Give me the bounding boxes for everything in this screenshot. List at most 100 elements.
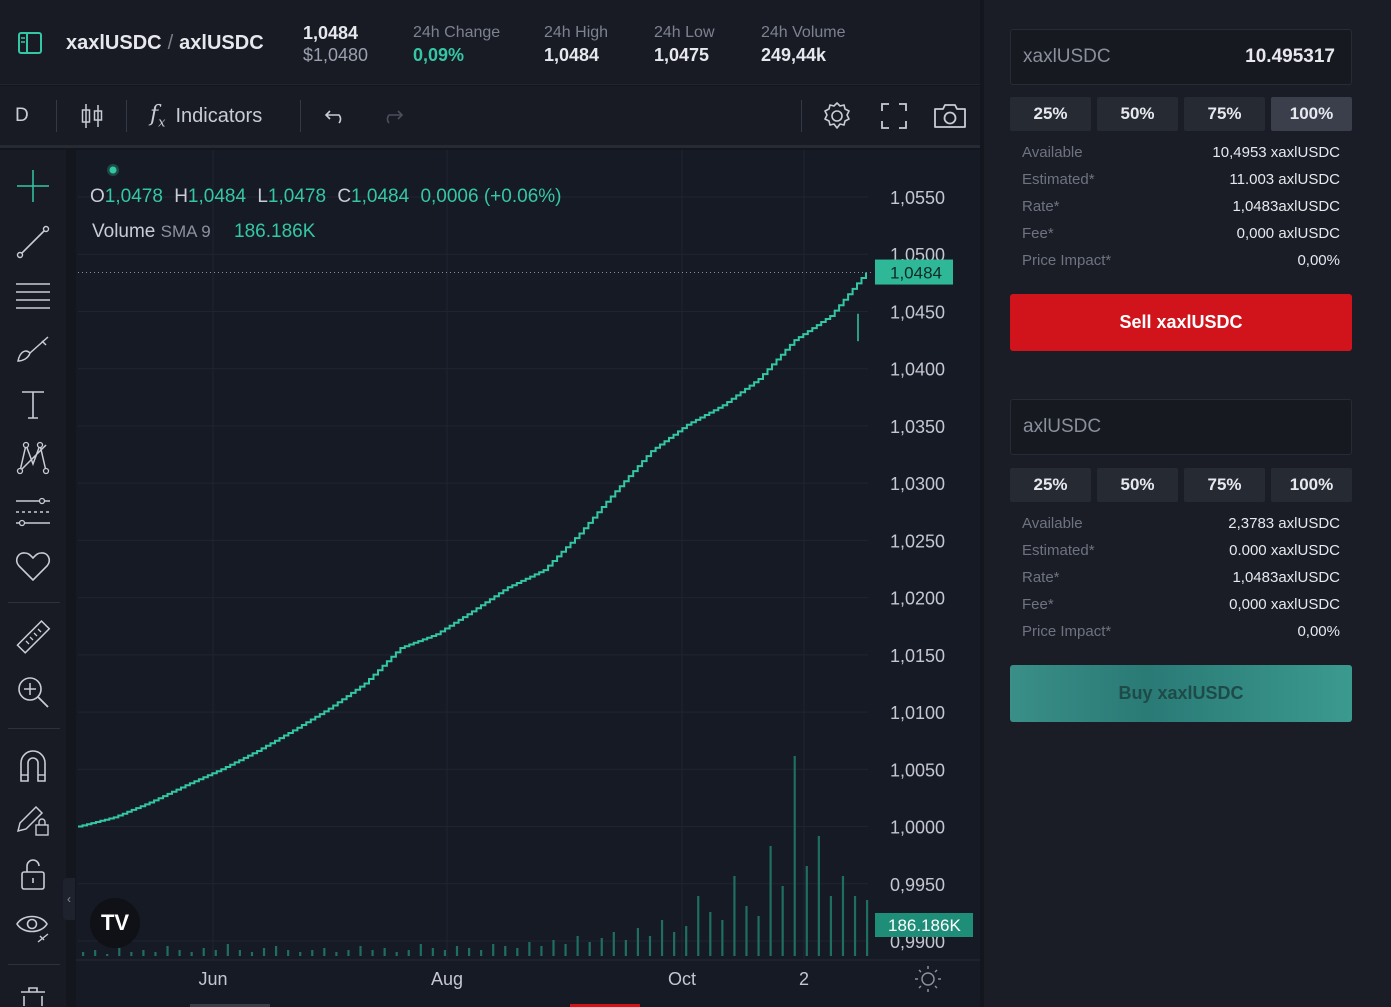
quote-token: axlUSDC	[179, 32, 264, 54]
sell-100-button[interactable]: 100%	[1271, 97, 1352, 131]
sidebar-toggle-icon[interactable]	[18, 32, 42, 54]
info-row: Available 2,3783 axlUSDC	[1022, 510, 1340, 537]
buy-100-button[interactable]: 100%	[1271, 468, 1352, 502]
stat-value: 1,0484	[544, 45, 600, 65]
volume-bar	[528, 942, 531, 956]
tradingview-logo[interactable]: TV	[90, 898, 140, 948]
volume-bar	[817, 836, 820, 956]
low-label: L	[257, 186, 268, 207]
interval-button[interactable]: D	[15, 105, 29, 126]
chart-type-button[interactable]	[80, 86, 104, 146]
crosshair-icon	[17, 170, 49, 202]
sell-amount-field[interactable]: xaxlUSDC 10.495317	[1010, 29, 1352, 85]
toolbar-divider	[300, 100, 301, 132]
fib-tool[interactable]	[13, 276, 53, 316]
high-stat: 24h High 1,0484	[544, 22, 608, 66]
x-tick-label: Aug	[431, 969, 463, 989]
text-tool[interactable]	[13, 384, 53, 424]
info-row: Fee* 0,000 axlUSDC	[1022, 220, 1340, 247]
high-value: 1,0484	[187, 186, 247, 207]
volume-bar	[600, 938, 603, 956]
sell-amount-value[interactable]: 10.495317	[1245, 46, 1335, 67]
buy-75-button[interactable]: 75%	[1184, 468, 1265, 502]
visibility-tool[interactable]	[13, 908, 53, 948]
volume-bar	[106, 954, 109, 956]
buy-amount-field[interactable]: axlUSDC	[1010, 399, 1352, 455]
brush-tool[interactable]	[13, 330, 53, 370]
volume-bar	[202, 948, 205, 956]
undo-button[interactable]	[324, 86, 348, 146]
magnet-tool[interactable]	[13, 746, 53, 786]
delete-tool[interactable]	[13, 976, 53, 1006]
info-row: Estimated* 0.000 xaxlUSDC	[1022, 537, 1340, 564]
sell-25-button[interactable]: 25%	[1010, 97, 1091, 131]
info-key: Rate*	[1022, 198, 1060, 215]
volume-bar	[769, 846, 772, 956]
crosshair-tool[interactable]	[13, 166, 53, 206]
lock-drawings-tool[interactable]	[13, 800, 53, 840]
info-row: Available 10,4953 xaxlUSDC	[1022, 139, 1340, 166]
unlock-tool[interactable]	[13, 854, 53, 894]
settings-button[interactable]	[821, 86, 853, 146]
info-key: Estimated*	[1022, 542, 1095, 559]
volume-bar	[431, 948, 434, 956]
volume-bar	[166, 946, 169, 956]
volume-bar	[311, 950, 314, 956]
close-value: 1,0484	[351, 186, 410, 207]
y-tick-label: 0,9950	[890, 875, 945, 895]
volume-bar	[829, 896, 833, 956]
volume-bar	[612, 932, 615, 956]
info-key: Fee*	[1022, 596, 1054, 613]
buy-info-list: Available 2,3783 axlUSDC Estimated* 0.000 …	[1022, 510, 1340, 645]
camera-icon	[934, 104, 966, 128]
brush-icon	[17, 336, 49, 362]
axis-settings-ray	[918, 985, 922, 989]
screenshot-button[interactable]	[932, 86, 968, 146]
volume-bar	[793, 756, 796, 956]
volume-bar	[648, 936, 652, 956]
low-value: 1,0478	[267, 186, 327, 207]
forecast-tool[interactable]	[13, 492, 53, 532]
pattern-tool[interactable]	[13, 438, 53, 478]
y-tick-label: 1,0400	[890, 360, 945, 380]
y-tick-label: 1,0150	[890, 646, 945, 666]
sell-75-button[interactable]: 75%	[1184, 97, 1265, 131]
info-value: 0,000 xaxlUSDC	[1229, 596, 1340, 613]
zoom-tool[interactable]	[13, 672, 53, 712]
base-token: xaxlUSDC	[66, 32, 162, 54]
collapse-toolbar-button[interactable]: ‹	[63, 878, 75, 920]
sell-50-button[interactable]: 50%	[1097, 97, 1178, 131]
buy-50-button[interactable]: 50%	[1097, 468, 1178, 502]
pair-title[interactable]: xaxlUSDC / axlUSDC	[66, 32, 264, 55]
chart-canvas[interactable]: 1,05501,05001,04501,04001,03501,03001,02…	[76, 150, 980, 1007]
open-value: 1,0478	[104, 186, 163, 207]
buy-button[interactable]: Buy xaxlUSDC	[1010, 665, 1352, 722]
measure-tool[interactable]	[13, 618, 53, 658]
redo-button[interactable]	[380, 86, 404, 146]
stat-label: 24h Low	[654, 24, 715, 41]
indicators-button[interactable]: fx Indicators	[150, 86, 262, 146]
chevron-left-icon: ‹	[67, 892, 71, 906]
volume-bar	[323, 948, 326, 956]
stat-value: 249,44k	[761, 45, 827, 65]
volume-sma-label: SMA 9	[160, 222, 211, 241]
volume-bar	[178, 950, 181, 956]
axis-settings-ray	[918, 969, 922, 973]
buy-25-button[interactable]: 25%	[1010, 468, 1091, 502]
buy-token-label: axlUSDC	[1023, 416, 1102, 437]
volume-bar	[359, 946, 362, 956]
sell-button[interactable]: Sell xaxlUSDC	[1010, 294, 1352, 351]
price-chart[interactable]: 1,0550 1,0500 1,0450 1,0400 1,0350 1,0300 1,02…	[63, 150, 980, 1007]
info-key: Price Impact*	[1022, 623, 1112, 640]
sell-percent-buttons: 25% 50% 75% 100%	[1010, 97, 1352, 131]
fullscreen-button[interactable]	[880, 86, 908, 146]
trendline-tool[interactable]	[13, 222, 53, 262]
volume-bar	[866, 900, 869, 956]
sell-info-list: Available 10,4953 xaxlUSDC Estimated* 11.0…	[1022, 139, 1340, 274]
pencil-lock-icon	[16, 805, 49, 836]
scroll-indicator-active	[570, 1004, 640, 1007]
volume-bar	[841, 876, 845, 956]
magnet-icon	[20, 750, 46, 782]
favorites-tool[interactable]	[13, 546, 53, 586]
volume-bar	[781, 886, 784, 956]
